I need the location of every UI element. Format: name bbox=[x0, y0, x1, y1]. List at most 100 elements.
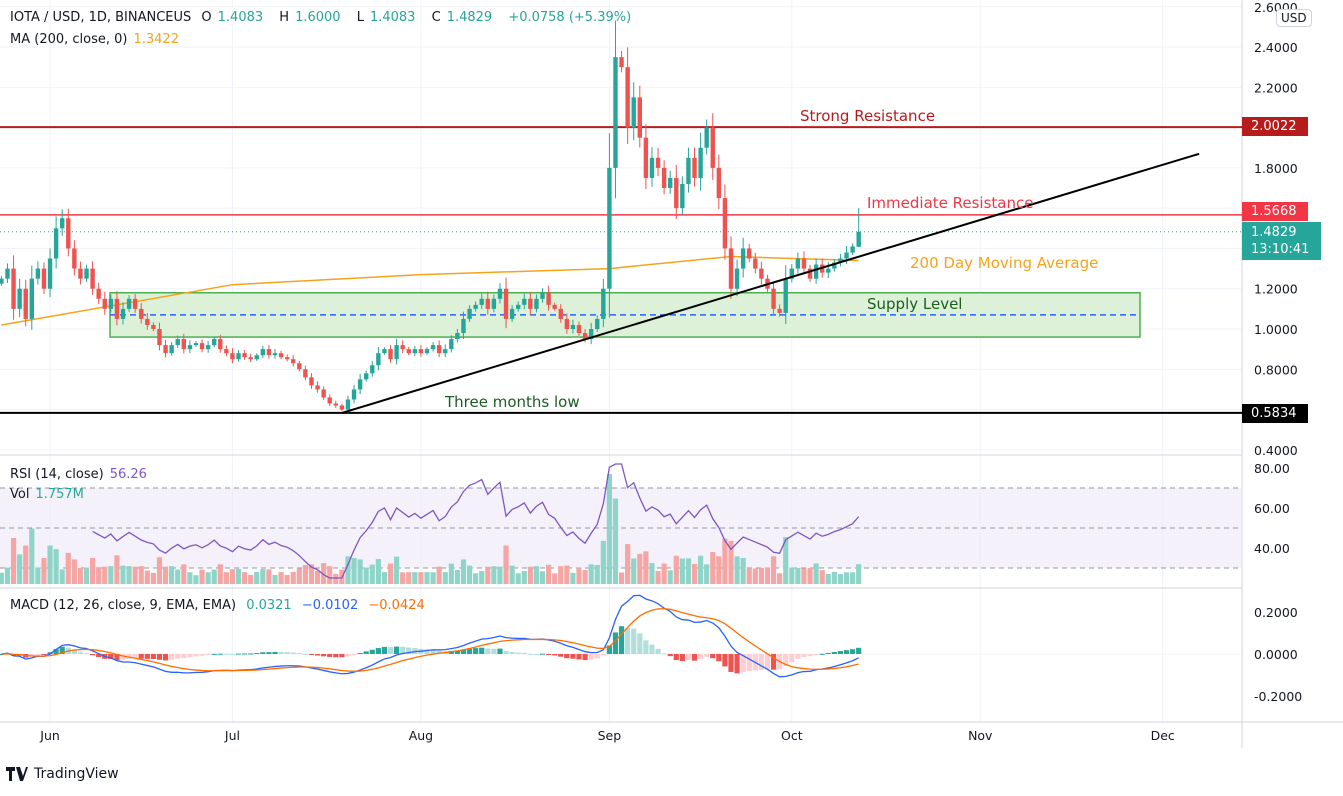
candle-body bbox=[35, 268, 41, 279]
macd-histogram-bar bbox=[722, 654, 728, 667]
candle bbox=[607, 133, 612, 318]
candle bbox=[145, 313, 150, 330]
candle bbox=[643, 124, 649, 190]
candle bbox=[291, 355, 296, 367]
volume-bar bbox=[254, 571, 260, 584]
macd-histogram-bar bbox=[533, 653, 540, 655]
candle bbox=[11, 255, 16, 320]
volume-bar bbox=[211, 569, 217, 584]
candle bbox=[795, 252, 801, 274]
volume-bar bbox=[588, 564, 594, 584]
candle bbox=[193, 341, 199, 347]
macd-axis-tick: 0.2000 bbox=[1254, 605, 1298, 620]
volume-bar bbox=[825, 573, 831, 584]
symbol-title[interactable]: IOTA / USD, 1D, BINANCEUS bbox=[10, 10, 192, 25]
macd-histogram-bar bbox=[229, 653, 236, 655]
macd-histogram-bar bbox=[278, 651, 284, 654]
macd-histogram-bar bbox=[77, 652, 84, 654]
macd-histogram-bar bbox=[235, 653, 242, 655]
candle-body bbox=[181, 339, 186, 350]
volume-bar bbox=[491, 566, 497, 584]
volume-bar bbox=[661, 563, 667, 584]
candle-body bbox=[564, 318, 570, 329]
time-axis-tick: Aug bbox=[409, 728, 433, 743]
candle bbox=[740, 237, 746, 278]
candle-body bbox=[491, 298, 497, 309]
macd-histogram-bar bbox=[132, 654, 138, 659]
macd-legend[interactable]: MACD (12, 26, close, 9, EMA, EMA) 0.0321… bbox=[10, 598, 431, 613]
candle bbox=[826, 262, 831, 278]
time-axis-tick: Oct bbox=[781, 728, 803, 743]
volume-bar bbox=[387, 563, 394, 584]
volume-bar bbox=[223, 572, 229, 584]
rsi-legend[interactable]: RSI (14, close) 56.26 bbox=[10, 467, 153, 482]
candle bbox=[625, 47, 630, 145]
volume-bar bbox=[783, 537, 789, 584]
candle bbox=[759, 261, 764, 285]
rsi-axis-tick: 60.00 bbox=[1254, 501, 1290, 516]
macd-histogram-bar bbox=[698, 654, 704, 660]
ma-legend[interactable]: MA (200, close, 0) 1.3422 bbox=[10, 32, 185, 47]
tradingview-logo[interactable]: TradingView bbox=[6, 766, 119, 782]
candle bbox=[430, 342, 436, 352]
candle-body bbox=[856, 231, 861, 247]
macd-histogram-bar bbox=[90, 654, 96, 656]
candle-body bbox=[759, 268, 764, 279]
candle bbox=[443, 344, 448, 358]
volume-bar bbox=[156, 557, 163, 584]
candle bbox=[801, 251, 807, 275]
candle-body bbox=[783, 278, 788, 313]
candle bbox=[357, 373, 363, 395]
change-value: +0.0758 (+5.39%) bbox=[508, 10, 632, 25]
volume-bar bbox=[576, 567, 582, 584]
vol-legend[interactable]: Vol 1.757M bbox=[10, 487, 90, 502]
candle-body bbox=[151, 324, 156, 329]
candle bbox=[126, 295, 132, 312]
volume-bar bbox=[473, 573, 479, 584]
candle bbox=[522, 293, 527, 310]
candle-body bbox=[242, 353, 247, 358]
candle-body bbox=[795, 258, 801, 269]
volume-bar bbox=[679, 558, 685, 584]
candle-body bbox=[260, 349, 266, 356]
candle-body bbox=[199, 343, 205, 350]
candle-body bbox=[588, 329, 594, 340]
candle bbox=[0, 276, 4, 286]
candle bbox=[503, 277, 509, 329]
volume-bar bbox=[83, 567, 90, 584]
candle-body bbox=[509, 308, 515, 319]
macd-histogram-bar bbox=[643, 640, 649, 654]
candle bbox=[449, 335, 454, 353]
candle bbox=[394, 338, 399, 365]
volume-bar bbox=[558, 566, 564, 584]
macd-histogram-bar bbox=[843, 650, 850, 654]
macd-histogram-bar bbox=[473, 648, 479, 654]
volume-bar bbox=[260, 569, 266, 584]
volume-bar bbox=[108, 566, 114, 584]
macd-histogram-bar bbox=[704, 654, 710, 657]
macd-histogram-bar bbox=[333, 654, 339, 658]
volume-bar bbox=[795, 568, 801, 584]
macd-histogram-bar bbox=[491, 648, 497, 654]
volume-bar bbox=[351, 558, 357, 584]
candle bbox=[558, 304, 563, 323]
macd-histogram-bar bbox=[612, 632, 619, 654]
macd-histogram-bar bbox=[497, 648, 503, 654]
rsi-axis-tick: 40.00 bbox=[1254, 541, 1290, 556]
candle-body bbox=[467, 308, 472, 319]
currency-button[interactable]: USD bbox=[1276, 9, 1312, 27]
candle bbox=[151, 322, 156, 332]
candle bbox=[23, 279, 28, 327]
macd-histogram-bar bbox=[625, 627, 631, 654]
volume-bar bbox=[90, 558, 96, 584]
candle bbox=[315, 381, 320, 393]
candle bbox=[588, 322, 594, 345]
volume-bar bbox=[406, 572, 412, 584]
candle bbox=[41, 262, 47, 294]
candle bbox=[461, 311, 466, 340]
macd-histogram-bar bbox=[248, 653, 254, 655]
candle-body bbox=[443, 349, 448, 354]
volume-bar bbox=[843, 572, 850, 584]
